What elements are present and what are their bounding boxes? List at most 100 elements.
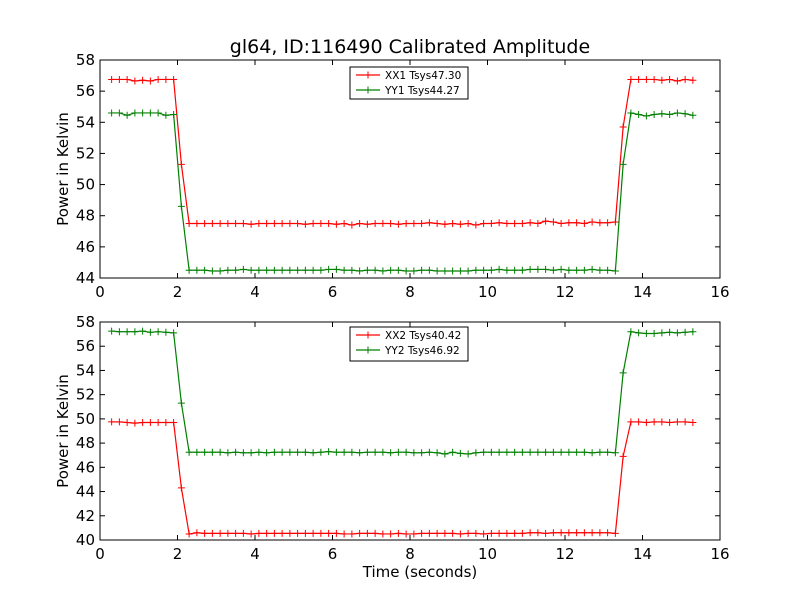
legend-entry: YY2 Tsys46.92 (356, 345, 460, 357)
data-point (294, 220, 302, 227)
data-point (301, 448, 309, 456)
data-point (371, 220, 379, 227)
data-point (154, 75, 162, 83)
data-point (503, 220, 511, 227)
data-point (146, 109, 154, 117)
legend-label: XX2 Tsys40.42 (385, 330, 461, 342)
data-point (193, 529, 201, 537)
data-point (348, 448, 356, 456)
data-point (193, 266, 201, 274)
data-point (487, 529, 495, 537)
data-point (596, 219, 604, 227)
data-point (177, 484, 185, 492)
data-point (604, 266, 612, 274)
data-point (433, 220, 441, 227)
data-point (201, 220, 209, 227)
data-point (170, 419, 178, 427)
data-point (162, 419, 170, 427)
data-point (317, 266, 325, 274)
data-point (371, 529, 379, 537)
data-point (549, 218, 557, 226)
data-point (170, 329, 178, 337)
y-axis-label: Power in Kelvin (54, 112, 72, 226)
x-tick-label: 6 (328, 283, 338, 301)
data-point (619, 452, 627, 460)
data-point (232, 220, 240, 227)
data-point (487, 448, 495, 456)
data-point (495, 448, 503, 456)
data-point (689, 419, 697, 427)
data-point (565, 448, 573, 456)
data-point (511, 529, 519, 537)
data-point (635, 111, 643, 118)
data-point (379, 448, 387, 456)
data-point (464, 267, 472, 275)
data-point (286, 529, 294, 537)
y-tick-label: 44 (76, 483, 95, 501)
data-point (301, 266, 309, 274)
data-point (472, 529, 480, 537)
data-point (658, 418, 666, 426)
data-point (371, 266, 379, 274)
data-point (115, 109, 123, 117)
data-point (580, 266, 588, 274)
data-point (301, 220, 309, 228)
data-point (619, 123, 627, 131)
data-point (232, 529, 240, 537)
data-point (464, 220, 472, 227)
data-point (201, 266, 209, 274)
data-point (263, 529, 271, 537)
data-point (317, 220, 325, 227)
data-point (294, 529, 302, 537)
data-point (449, 448, 457, 456)
x-tick-label: 12 (555, 283, 574, 301)
data-point (255, 448, 263, 456)
data-point (309, 529, 317, 537)
data-point (146, 419, 154, 427)
data-point (216, 448, 224, 456)
data-point (480, 266, 488, 274)
data-point (456, 449, 464, 457)
data-point (425, 266, 433, 274)
data-point (278, 529, 286, 537)
data-point (387, 266, 395, 274)
data-point (487, 266, 495, 274)
x-axis-label: Time (seconds) (362, 563, 478, 581)
data-point (224, 449, 232, 457)
data-point (177, 399, 185, 407)
data-point (666, 419, 674, 427)
data-point (162, 75, 170, 83)
data-point (673, 418, 681, 426)
data-point (139, 419, 147, 427)
data-point (627, 75, 635, 83)
data-point (356, 267, 364, 275)
data-point (394, 220, 402, 228)
data-point (418, 220, 426, 227)
data-point (418, 529, 426, 537)
data-point (201, 529, 209, 537)
series-red (108, 75, 697, 229)
y-tick-label: 46 (76, 238, 95, 256)
data-point (208, 448, 216, 456)
data-point (410, 220, 418, 227)
data-point (224, 266, 232, 274)
data-point (503, 448, 511, 456)
data-point (565, 529, 573, 537)
data-point (642, 75, 650, 83)
series-green (108, 327, 697, 458)
data-point (177, 160, 185, 168)
data-point (348, 530, 356, 538)
figure-title: gl64, ID:116490 Calibrated Amplitude (230, 36, 590, 58)
data-point (255, 266, 263, 274)
y-tick-label: 58 (76, 313, 95, 331)
data-point (216, 529, 224, 537)
data-point (518, 220, 526, 227)
data-point (518, 448, 526, 456)
data-point (185, 448, 193, 456)
data-point (596, 448, 604, 456)
data-point (449, 220, 457, 227)
data-point (201, 448, 209, 456)
data-point (611, 218, 619, 226)
data-point (239, 529, 247, 537)
